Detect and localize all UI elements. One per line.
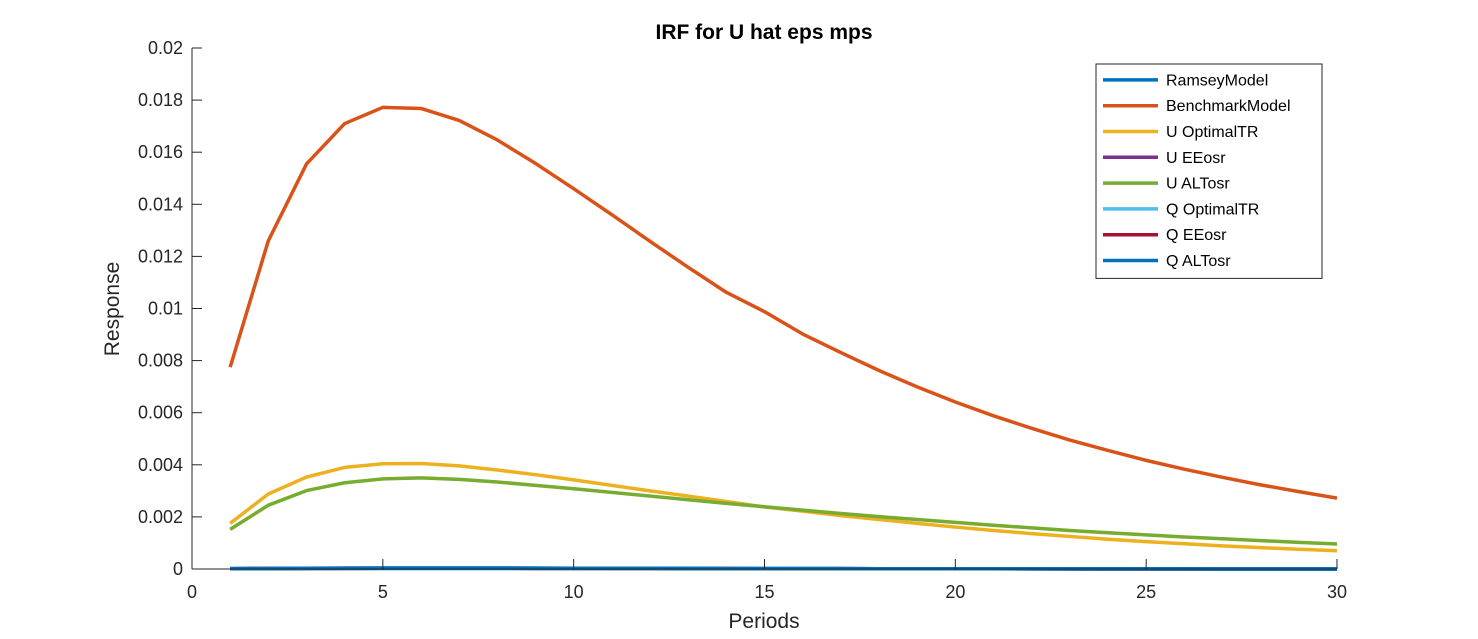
y-tick-label: 0.004 [138, 455, 183, 475]
y-tick-label: 0.018 [138, 90, 183, 110]
y-axis-title: Response [101, 262, 124, 357]
x-tick-label: 5 [378, 582, 388, 602]
chart-title: IRF for U hat eps mps [655, 21, 872, 44]
legend-label: U OptimalTR [1166, 124, 1258, 141]
legend-box [1095, 63, 1323, 279]
legend-label: Q EEosr [1166, 227, 1227, 244]
y-tick-label: 0.002 [138, 507, 183, 527]
y-tick-label: 0 [173, 559, 183, 579]
legend-label: Q OptimalTR [1166, 201, 1259, 218]
x-tick-label: 0 [187, 582, 197, 602]
legend-label: RamseyModel [1166, 72, 1268, 89]
x-tick-label: 10 [564, 582, 584, 602]
series-line-2 [228, 105, 1338, 500]
legend-label: BenchmarkModel [1166, 98, 1291, 115]
x-tick-label: 20 [945, 582, 965, 602]
legend-entry: BenchmarkModel [1103, 98, 1291, 115]
legend-entry: Q ALTosr [1103, 253, 1231, 270]
legend-entry: U OptimalTR [1103, 124, 1258, 141]
legend-entry: Q EEosr [1103, 227, 1227, 244]
axes-layer: 0 5 10 15 20 25 30 0 0.002 0.004 0.006 0.008 0.01 0.0… [138, 38, 1347, 602]
y-tick-label: 0.014 [138, 194, 183, 214]
y-tick-label: 0.012 [138, 246, 183, 266]
legend-label: U EEosr [1166, 150, 1226, 167]
x-tick-label: 30 [1327, 582, 1347, 602]
y-tick-label: 0.016 [138, 142, 183, 162]
y-tick-label: 0.006 [138, 403, 183, 423]
legend-entry: Q OptimalTR [1103, 201, 1259, 218]
legend-label: U ALTosr [1166, 176, 1230, 193]
series-line-5 [229, 476, 1338, 546]
legend-entry: U EEosr [1103, 150, 1226, 167]
y-tick-label: 0.008 [138, 351, 183, 371]
legend-label: Q ALTosr [1166, 253, 1231, 270]
x-tick-label: 25 [1136, 582, 1156, 602]
y-tick-label: 0.02 [148, 38, 183, 58]
x-tick-label: 15 [754, 582, 774, 602]
legend-entry: U ALTosr [1103, 176, 1230, 193]
y-tick-label: 0.01 [148, 299, 183, 319]
legend: RamseyModel BenchmarkModel U OptimalTR U EE… [1095, 63, 1323, 279]
legend-entry: RamseyModel [1103, 72, 1268, 89]
x-axis-title: Periods [728, 610, 799, 633]
